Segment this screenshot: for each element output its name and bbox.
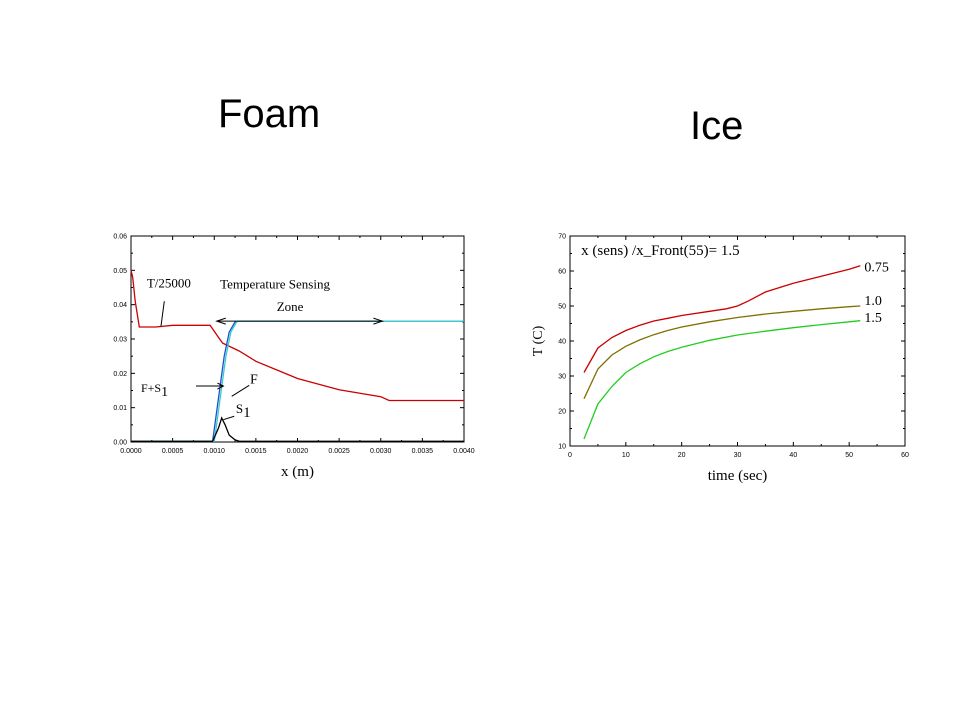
x-tick-label: 30 [734, 452, 742, 459]
x-tick-label: 0.0015 [245, 448, 267, 455]
x-tick-label: 20 [678, 452, 686, 459]
series-label-1-5: 1.5 [864, 311, 882, 326]
annotation-f-plus-s1: F+S1 [141, 381, 168, 400]
annotation-temperature-sensing: Temperature Sensing [220, 277, 330, 292]
y-tick-label: 40 [558, 339, 566, 346]
y-tick-label: 0.01 [113, 405, 127, 412]
x-tick-label: 0.0030 [370, 448, 392, 455]
x-tick-label: 0 [568, 452, 572, 459]
y-tick-label: 70 [558, 234, 566, 241]
series-label-1-0: 1.0 [864, 294, 882, 309]
annotation-f: F [250, 373, 258, 388]
series-line-1-0 [583, 305, 861, 400]
annotation-s1: S1 [236, 401, 251, 421]
y-tick-label: 60 [558, 269, 566, 276]
x-tick-label: 0.0020 [287, 448, 309, 455]
x-axis-label: x (m) [281, 464, 314, 480]
leader-f-plus-s1-head [217, 382, 225, 390]
ice-chart-annotation: x (sens) /x_Front(55)= 1.5 [581, 243, 739, 259]
y-tick-label: 0.02 [113, 371, 127, 378]
series-label-0-75: 0.75 [864, 261, 889, 276]
y-tick-label: 0.06 [113, 234, 127, 241]
x-tick-label: 0.0025 [328, 448, 350, 455]
series-line-t-25000 [130, 270, 464, 402]
leader-t25000 [160, 301, 165, 327]
x-tick-label: 0.0035 [412, 448, 434, 455]
x-axis-label: time (sec) [708, 468, 768, 484]
leader-s1 [223, 415, 235, 421]
x-tick-label: 0.0000 [120, 448, 142, 455]
x-tick-label: 60 [901, 452, 909, 459]
x-tick-label: 0.0010 [204, 448, 226, 455]
y-tick-label: 0.05 [113, 268, 127, 275]
y-tick-label: 50 [558, 304, 566, 311]
annotation-zone: Zone [277, 299, 304, 314]
series-line-s1 [131, 416, 464, 442]
x-tick-label: 0.0005 [162, 448, 184, 455]
y-tick-label: 10 [558, 444, 566, 451]
series-line-1-5 [583, 320, 861, 440]
ice-title: Ice [690, 104, 744, 148]
y-tick-label: 20 [558, 409, 566, 416]
series-line-f-s1 [131, 320, 464, 442]
zone-arrow-head-right [373, 317, 384, 325]
x-tick-label: 10 [622, 452, 630, 459]
y-tick-label: 30 [558, 374, 566, 381]
x-tick-label: 50 [845, 452, 853, 459]
y-tick-label: 0.04 [113, 302, 127, 309]
plot-frame [130, 235, 465, 443]
x-tick-label: 40 [789, 452, 797, 459]
annotation-t25000: T/25000 [147, 276, 191, 291]
x-tick-label: 0.0040 [453, 448, 475, 455]
chart-0: 0.0000 0.0005 0.0010 0.0015 0.0020 0.0025 0.00… [113, 234, 474, 481]
foam-title: Foam [218, 92, 321, 136]
series-line-0-75 [583, 265, 861, 373]
y-tick-label: 0.00 [113, 440, 127, 447]
zone-arrow-head-left [215, 317, 226, 325]
leader-f [231, 384, 250, 397]
series-line-f [131, 320, 464, 442]
y-tick-label: 0.03 [113, 337, 127, 344]
y-axis-label: T (C) [531, 325, 546, 356]
